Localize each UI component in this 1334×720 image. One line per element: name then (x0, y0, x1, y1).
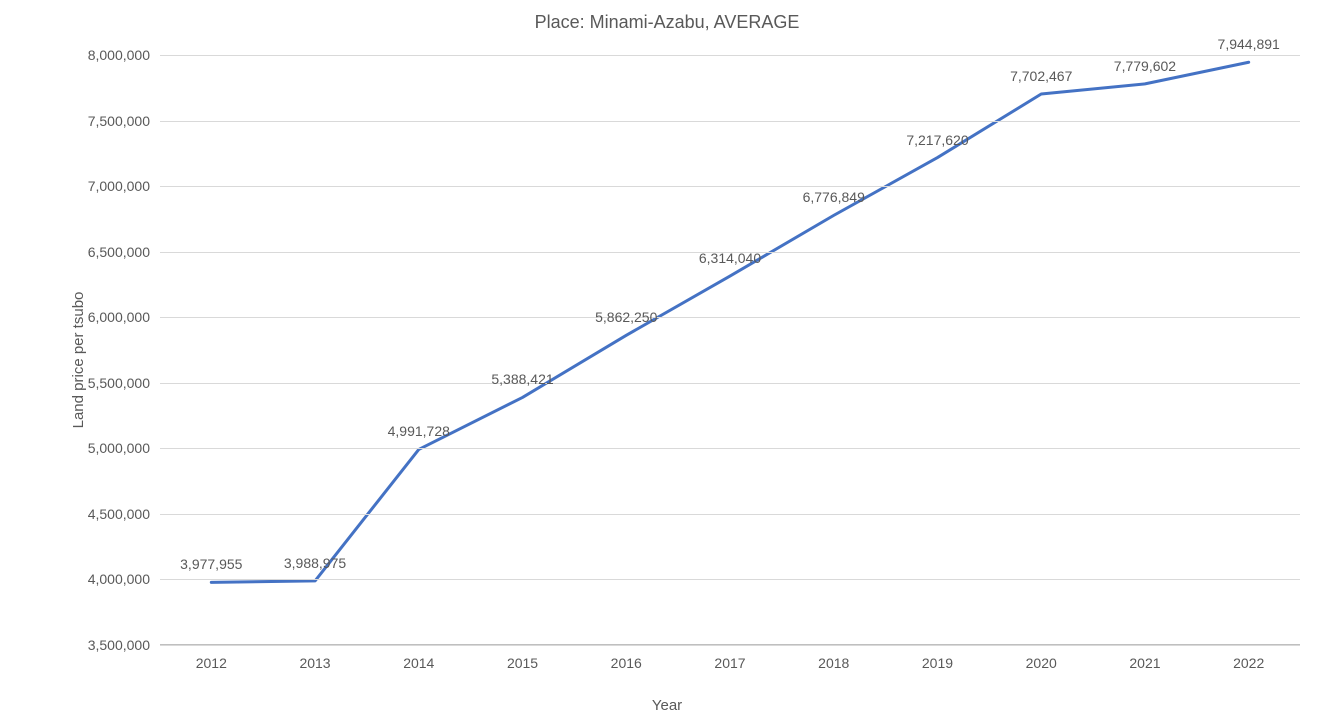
x-axis-line (160, 644, 1300, 645)
x-tick-label: 2015 (507, 655, 538, 671)
data-label: 6,314,040 (699, 250, 761, 266)
y-tick-label: 7,500,000 (88, 113, 150, 129)
gridline (160, 186, 1300, 187)
x-axis-title: Year (0, 697, 1334, 714)
x-tick-label: 2012 (196, 655, 227, 671)
gridline (160, 645, 1300, 646)
x-tick-label: 2017 (714, 655, 745, 671)
y-tick-label: 6,500,000 (88, 244, 150, 260)
y-tick-label: 3,500,000 (88, 637, 150, 653)
gridline (160, 514, 1300, 515)
gridline (160, 448, 1300, 449)
x-tick-label: 2016 (611, 655, 642, 671)
data-label: 3,977,955 (180, 556, 242, 572)
y-tick-label: 4,500,000 (88, 506, 150, 522)
x-tick-label: 2020 (1026, 655, 1057, 671)
data-label: 6,776,849 (803, 189, 865, 205)
y-tick-label: 7,000,000 (88, 178, 150, 194)
chart-title: Place: Minami-Azabu, AVERAGE (0, 12, 1334, 33)
x-tick-label: 2013 (299, 655, 330, 671)
data-label: 7,779,602 (1114, 58, 1176, 74)
data-label: 5,388,421 (491, 371, 553, 387)
y-tick-label: 8,000,000 (88, 47, 150, 63)
x-tick-label: 2022 (1233, 655, 1264, 671)
gridline (160, 55, 1300, 56)
y-tick-label: 6,000,000 (88, 309, 150, 325)
data-label: 5,862,250 (595, 309, 657, 325)
data-label: 4,991,728 (388, 423, 450, 439)
data-label: 7,217,620 (906, 132, 968, 148)
line-chart: Place: Minami-Azabu, AVERAGE Land price … (0, 0, 1334, 720)
x-tick-label: 2014 (403, 655, 434, 671)
plot-area: 3,500,0004,000,0004,500,0005,000,0005,50… (160, 55, 1300, 645)
data-label: 7,944,891 (1218, 36, 1280, 52)
y-tick-label: 5,000,000 (88, 440, 150, 456)
y-tick-label: 4,000,000 (88, 571, 150, 587)
gridline (160, 121, 1300, 122)
data-label: 7,702,467 (1010, 68, 1072, 84)
gridline (160, 579, 1300, 580)
gridline (160, 383, 1300, 384)
x-tick-label: 2018 (818, 655, 849, 671)
data-label: 3,988,975 (284, 555, 346, 571)
x-tick-label: 2021 (1129, 655, 1160, 671)
gridline (160, 317, 1300, 318)
y-axis-title: Land price per tsubo (70, 292, 87, 429)
x-tick-label: 2019 (922, 655, 953, 671)
y-tick-label: 5,500,000 (88, 375, 150, 391)
